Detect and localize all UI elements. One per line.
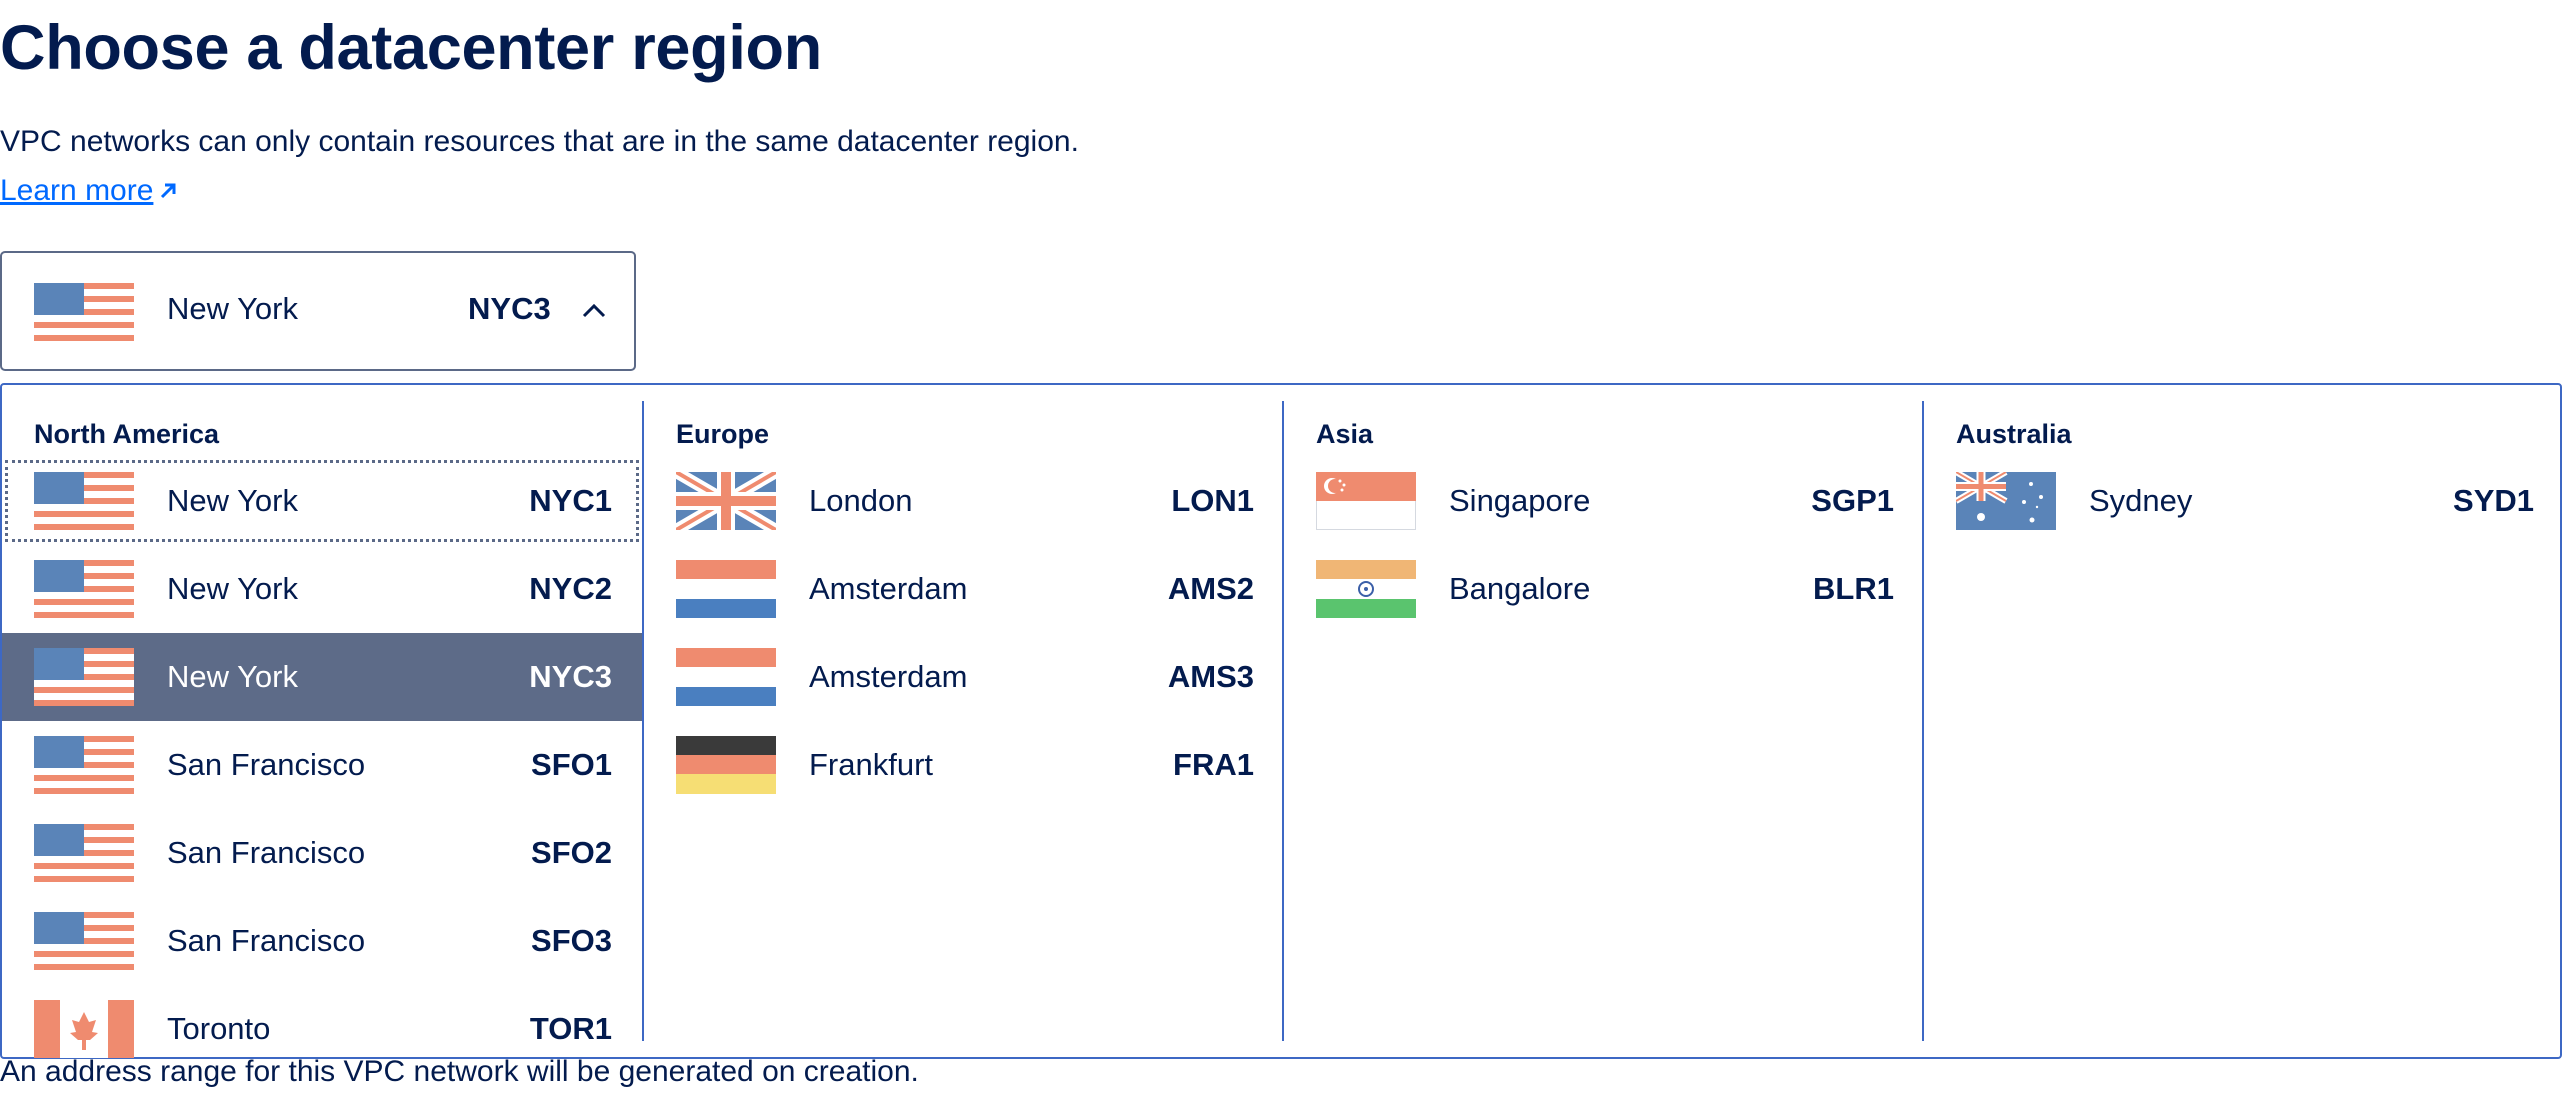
region-option-city: London bbox=[809, 483, 913, 518]
learn-more-label: Learn more bbox=[0, 174, 154, 207]
page-title: Choose a datacenter region bbox=[0, 13, 822, 83]
region-option-nyc3[interactable]: New York NYC3 bbox=[2, 633, 642, 721]
address-range-note: An address range for this VPC network wi… bbox=[0, 1055, 919, 1088]
region-option-sfo2[interactable]: San Francisco SFO2 bbox=[2, 809, 642, 897]
region-option-code: FRA1 bbox=[1173, 747, 1254, 782]
learn-more-link[interactable]: Learn more bbox=[0, 174, 179, 208]
region-option-ams2[interactable]: Amsterdam AMS2 bbox=[644, 545, 1284, 633]
region-group-title: North America bbox=[34, 419, 220, 449]
australia-flag-icon bbox=[1956, 472, 2056, 530]
region-option-sgp1[interactable]: Singapore SGP1 bbox=[1284, 457, 1924, 545]
region-option-code: LON1 bbox=[1171, 483, 1254, 518]
region-option-city: Frankfurt bbox=[809, 747, 934, 782]
region-option-code: SGP1 bbox=[1811, 483, 1894, 518]
region-option-nyc1[interactable]: New York NYC1 bbox=[2, 457, 642, 545]
region-option-code: SYD1 bbox=[2453, 483, 2534, 518]
us-flag-icon bbox=[34, 472, 134, 530]
region-option-nyc2[interactable]: New York NYC2 bbox=[2, 545, 642, 633]
us-flag-icon bbox=[34, 912, 134, 970]
selected-region-city: New York bbox=[167, 291, 298, 326]
region-column-australia: Australia Sydney SYD1 bbox=[1922, 401, 2562, 1041]
region-option-code: BLR1 bbox=[1813, 571, 1894, 606]
page-description: VPC networks can only contain resources … bbox=[0, 125, 1079, 158]
region-option-city: Amsterdam bbox=[809, 571, 968, 606]
region-select[interactable]: New York NYC3 bbox=[0, 251, 636, 371]
region-option-syd1[interactable]: Sydney SYD1 bbox=[1924, 457, 2562, 545]
region-option-ams3[interactable]: Amsterdam AMS3 bbox=[644, 633, 1284, 721]
us-flag-icon bbox=[34, 736, 134, 794]
region-dropdown: North America New York NYC1 New York NYC2 … bbox=[0, 383, 2562, 1059]
region-option-tor1[interactable]: Toronto TOR1 bbox=[2, 985, 642, 1073]
region-option-code: SFO1 bbox=[531, 747, 612, 782]
germany-flag-icon bbox=[676, 736, 776, 794]
region-option-city: New York bbox=[167, 659, 298, 694]
region-option-city: Amsterdam bbox=[809, 659, 968, 694]
region-option-blr1[interactable]: Bangalore BLR1 bbox=[1284, 545, 1924, 633]
netherlands-flag-icon bbox=[676, 648, 776, 706]
region-option-code: AMS3 bbox=[1167, 659, 1254, 694]
region-option-city: Sydney bbox=[2089, 483, 2193, 518]
region-option-lon1[interactable]: London LON1 bbox=[644, 457, 1284, 545]
canada-flag-icon bbox=[34, 1000, 134, 1058]
uk-flag-icon bbox=[676, 472, 776, 530]
region-option-code: NYC2 bbox=[529, 571, 612, 606]
us-flag-icon bbox=[34, 648, 134, 706]
netherlands-flag-icon bbox=[676, 560, 776, 618]
region-option-fra1[interactable]: Frankfurt FRA1 bbox=[644, 721, 1284, 809]
region-column-asia: Asia Singapore SGP1 Bangalore BLR1 bbox=[1282, 401, 1924, 1041]
chevron-up-icon bbox=[582, 303, 606, 318]
selected-region-code: NYC3 bbox=[468, 291, 551, 326]
us-flag-icon bbox=[34, 560, 134, 618]
region-group-title: Asia bbox=[1316, 419, 1374, 449]
region-option-city: Toronto bbox=[167, 1011, 271, 1046]
region-option-code: AMS2 bbox=[1167, 571, 1254, 606]
region-column-europe: Europe London LON1 Amsterdam AMS2 Amsterda… bbox=[642, 401, 1284, 1041]
region-option-city: San Francisco bbox=[167, 747, 366, 782]
us-flag-icon bbox=[34, 824, 134, 882]
region-column-north-america: North America New York NYC1 New York NYC2 … bbox=[2, 401, 642, 1058]
region-option-code: SFO3 bbox=[531, 923, 612, 958]
region-option-code: TOR1 bbox=[529, 1011, 612, 1046]
region-option-code: NYC3 bbox=[529, 659, 612, 694]
region-option-city: Bangalore bbox=[1449, 571, 1591, 606]
region-option-city: New York bbox=[167, 571, 298, 606]
external-link-icon bbox=[161, 183, 176, 199]
region-option-city: San Francisco bbox=[167, 923, 366, 958]
region-option-code: NYC1 bbox=[529, 483, 612, 518]
region-option-city: Singapore bbox=[1449, 483, 1591, 518]
region-group-title: Australia bbox=[1956, 419, 2072, 449]
region-option-city: San Francisco bbox=[167, 835, 366, 870]
singapore-flag-icon bbox=[1316, 472, 1416, 530]
region-group-title: Europe bbox=[676, 419, 770, 449]
region-option-city: New York bbox=[167, 483, 298, 518]
india-flag-icon bbox=[1316, 560, 1416, 618]
us-flag-icon bbox=[34, 283, 134, 341]
region-option-sfo3[interactable]: San Francisco SFO3 bbox=[2, 897, 642, 985]
region-option-code: SFO2 bbox=[531, 835, 612, 870]
region-option-sfo1[interactable]: San Francisco SFO1 bbox=[2, 721, 642, 809]
